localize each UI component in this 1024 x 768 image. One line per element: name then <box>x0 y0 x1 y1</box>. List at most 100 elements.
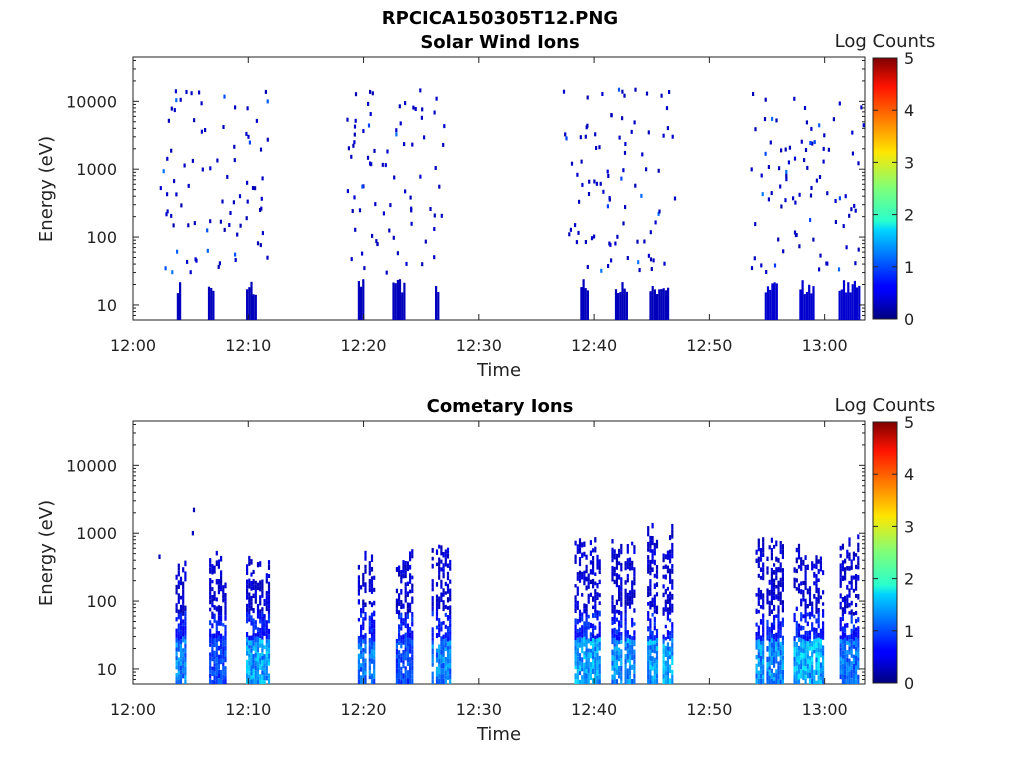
data-cell <box>651 603 654 608</box>
data-cell <box>852 588 855 593</box>
data-cell <box>618 665 621 672</box>
data-cell <box>361 251 364 256</box>
data-cell <box>370 632 374 637</box>
data-cell <box>633 593 636 598</box>
data-cell <box>583 608 586 614</box>
data-cell <box>587 573 590 577</box>
data-cell <box>220 575 223 581</box>
data-cell <box>357 579 360 584</box>
data-cell <box>613 566 616 573</box>
data-cell <box>575 240 578 245</box>
low-energy-cell <box>764 292 767 320</box>
data-cell <box>846 671 849 676</box>
data-cell <box>172 223 175 228</box>
data-cell <box>806 650 809 655</box>
data-cell <box>669 558 672 564</box>
data-cell <box>449 588 452 594</box>
data-cell <box>254 642 257 648</box>
data-cell <box>215 641 218 647</box>
data-cell <box>434 166 437 170</box>
data-cell <box>585 634 588 640</box>
data-cell <box>184 644 187 649</box>
data-cell <box>438 658 441 664</box>
data-cell <box>578 665 582 672</box>
data-cell <box>438 570 441 575</box>
data-cell <box>412 105 415 110</box>
data-cell <box>248 657 251 661</box>
data-cell <box>440 598 443 603</box>
data-cell <box>259 657 262 661</box>
data-cell <box>583 574 586 581</box>
data-cell <box>613 554 616 560</box>
low-energy-cell <box>435 286 438 320</box>
data-cell <box>175 584 178 591</box>
data-cell <box>596 596 599 600</box>
data-cell <box>259 243 262 248</box>
data-cell <box>857 657 860 662</box>
data-cell <box>811 678 814 684</box>
data-cell <box>259 664 262 670</box>
data-cell <box>770 633 773 638</box>
data-cell <box>800 581 803 586</box>
data-cell <box>589 569 592 575</box>
data-cell <box>404 189 407 194</box>
data-cell <box>256 667 260 672</box>
data-cell <box>177 627 180 631</box>
data-cell <box>402 650 405 655</box>
data-cell <box>364 587 367 594</box>
data-cell <box>265 656 268 661</box>
data-cell <box>400 653 403 657</box>
data-cell <box>574 673 577 680</box>
data-cell <box>611 547 614 554</box>
data-cell <box>651 553 654 559</box>
data-cell <box>224 656 227 663</box>
data-cell <box>773 563 776 567</box>
data-cell <box>669 651 672 656</box>
data-cell <box>848 658 851 663</box>
data-cell <box>671 638 674 643</box>
data-cell <box>598 601 601 605</box>
data-cell <box>224 636 227 641</box>
data-cell <box>371 91 374 96</box>
data-cell <box>370 653 374 659</box>
data-cell <box>211 644 214 650</box>
colorbar-tick-label: 0 <box>904 310 914 329</box>
data-cell <box>252 632 255 637</box>
data-cell <box>841 575 844 581</box>
data-cell <box>248 614 251 619</box>
data-cell <box>804 585 807 590</box>
data-cell <box>398 601 401 606</box>
data-cell <box>246 569 249 575</box>
data-cell <box>252 579 255 585</box>
data-cell <box>589 676 592 681</box>
data-cell <box>806 641 809 647</box>
data-cell <box>158 554 161 559</box>
data-cell <box>848 588 851 593</box>
data-cell <box>583 651 586 656</box>
data-cell <box>651 540 654 546</box>
data-cell <box>777 629 780 633</box>
low-energy-cell <box>254 294 257 320</box>
data-cell <box>204 128 207 132</box>
data-cell <box>211 579 214 584</box>
data-cell <box>666 680 669 684</box>
data-cell <box>446 631 450 637</box>
data-cell <box>222 623 225 627</box>
data-cell <box>409 674 412 679</box>
data-cell <box>414 107 417 111</box>
data-cell <box>617 87 621 92</box>
data-cell <box>618 609 621 615</box>
data-cell <box>819 638 822 644</box>
data-cell <box>768 646 771 652</box>
data-cell <box>587 661 590 668</box>
data-cell <box>766 656 769 663</box>
data-cell <box>446 597 450 603</box>
data-cell <box>179 581 183 586</box>
data-cell <box>841 607 844 613</box>
data-cell <box>213 659 216 664</box>
data-cell <box>650 267 653 271</box>
data-cell <box>611 608 614 614</box>
data-cell <box>191 530 194 536</box>
data-cell <box>259 643 262 648</box>
